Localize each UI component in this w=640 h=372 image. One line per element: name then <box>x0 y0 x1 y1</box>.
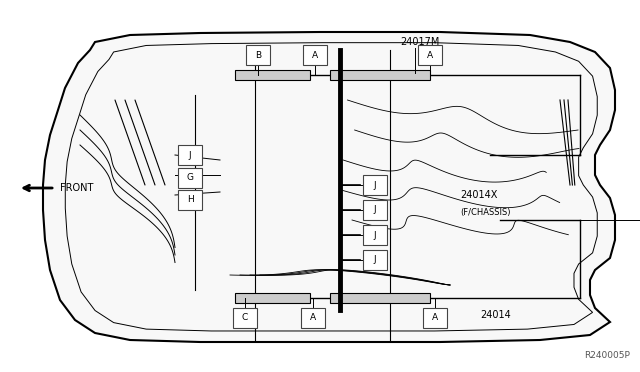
FancyBboxPatch shape <box>363 200 387 220</box>
FancyBboxPatch shape <box>233 308 257 328</box>
Text: G: G <box>186 173 193 183</box>
FancyBboxPatch shape <box>363 225 387 245</box>
Text: J: J <box>374 205 376 215</box>
Text: 24014X: 24014X <box>460 190 497 200</box>
FancyBboxPatch shape <box>178 168 202 188</box>
FancyBboxPatch shape <box>246 45 270 65</box>
Text: J: J <box>189 151 191 160</box>
Bar <box>235 70 310 80</box>
Text: A: A <box>310 314 316 323</box>
FancyBboxPatch shape <box>418 45 442 65</box>
FancyBboxPatch shape <box>423 308 447 328</box>
FancyBboxPatch shape <box>178 145 202 165</box>
FancyBboxPatch shape <box>363 175 387 195</box>
Text: C: C <box>242 314 248 323</box>
Text: H: H <box>187 196 193 205</box>
Text: R240005P: R240005P <box>584 351 630 360</box>
FancyBboxPatch shape <box>178 190 202 210</box>
Bar <box>330 70 430 80</box>
Polygon shape <box>43 32 615 342</box>
Bar <box>235 293 310 303</box>
Text: J: J <box>374 256 376 264</box>
Text: B: B <box>255 51 261 60</box>
FancyBboxPatch shape <box>303 45 327 65</box>
Text: 24017M: 24017M <box>400 37 440 47</box>
FancyBboxPatch shape <box>301 308 325 328</box>
Text: (F/CHASSIS): (F/CHASSIS) <box>460 208 511 217</box>
Text: A: A <box>432 314 438 323</box>
FancyBboxPatch shape <box>363 250 387 270</box>
Text: FRONT: FRONT <box>60 183 93 193</box>
Text: J: J <box>374 180 376 189</box>
Text: 24014: 24014 <box>480 310 511 320</box>
Text: A: A <box>427 51 433 60</box>
Bar <box>330 293 430 303</box>
Text: J: J <box>374 231 376 240</box>
Text: A: A <box>312 51 318 60</box>
